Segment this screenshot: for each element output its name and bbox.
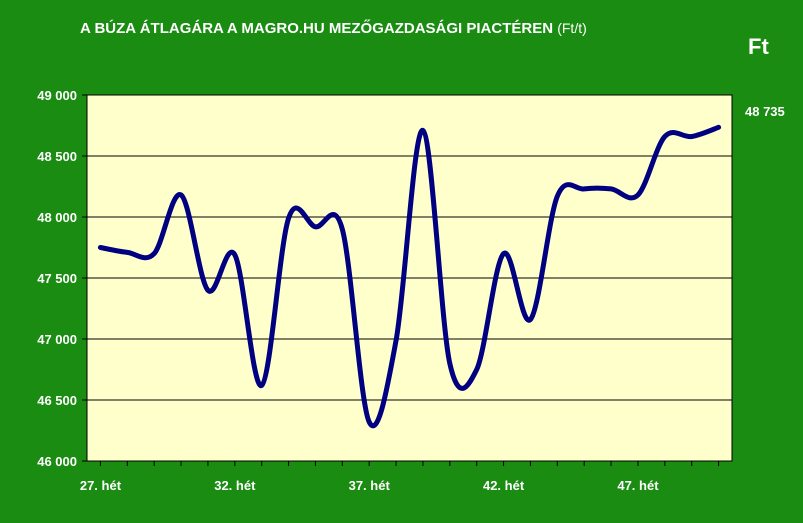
chart-title: A BÚZA ÁTLAGÁRA A MAGRO.HU MEZŐGAZDASÁGI… — [80, 20, 700, 37]
last-value-label: 48 735 — [745, 104, 785, 119]
x-axis-ticks: 27. hét 32. hét 37. hét 42. hét 47. hét — [80, 478, 659, 493]
y-tick-label: 48 500 — [37, 149, 77, 164]
x-tick-label: 37. hét — [349, 478, 391, 493]
y-tick-label: 46 000 — [37, 454, 77, 469]
x-tick-label: 27. hét — [80, 478, 122, 493]
currency-label: Ft — [748, 34, 769, 59]
x-tick-label: 32. hét — [214, 478, 256, 493]
x-tick-label: 42. hét — [483, 478, 525, 493]
series-line — [97, 124, 722, 429]
x-tick-label: 47. hét — [617, 478, 659, 493]
chart-title-unit: (Ft/t) — [557, 20, 587, 36]
y-tick-label: 48 000 — [37, 210, 77, 225]
y-axis-ticks: 46 000 46 500 47 000 47 500 48 000 48 500 49 0… — [37, 88, 77, 469]
chart-title-text: A BÚZA ÁTLAGÁRA A MAGRO.HU MEZŐGAZDASÁGI… — [80, 20, 554, 37]
y-tick-label: 47 000 — [37, 332, 77, 347]
gridlines — [82, 94, 732, 466]
y-tick-label: 47 500 — [37, 271, 77, 286]
y-tick-label: 46 500 — [37, 393, 77, 408]
y-tick-label: 49 000 — [37, 88, 77, 103]
